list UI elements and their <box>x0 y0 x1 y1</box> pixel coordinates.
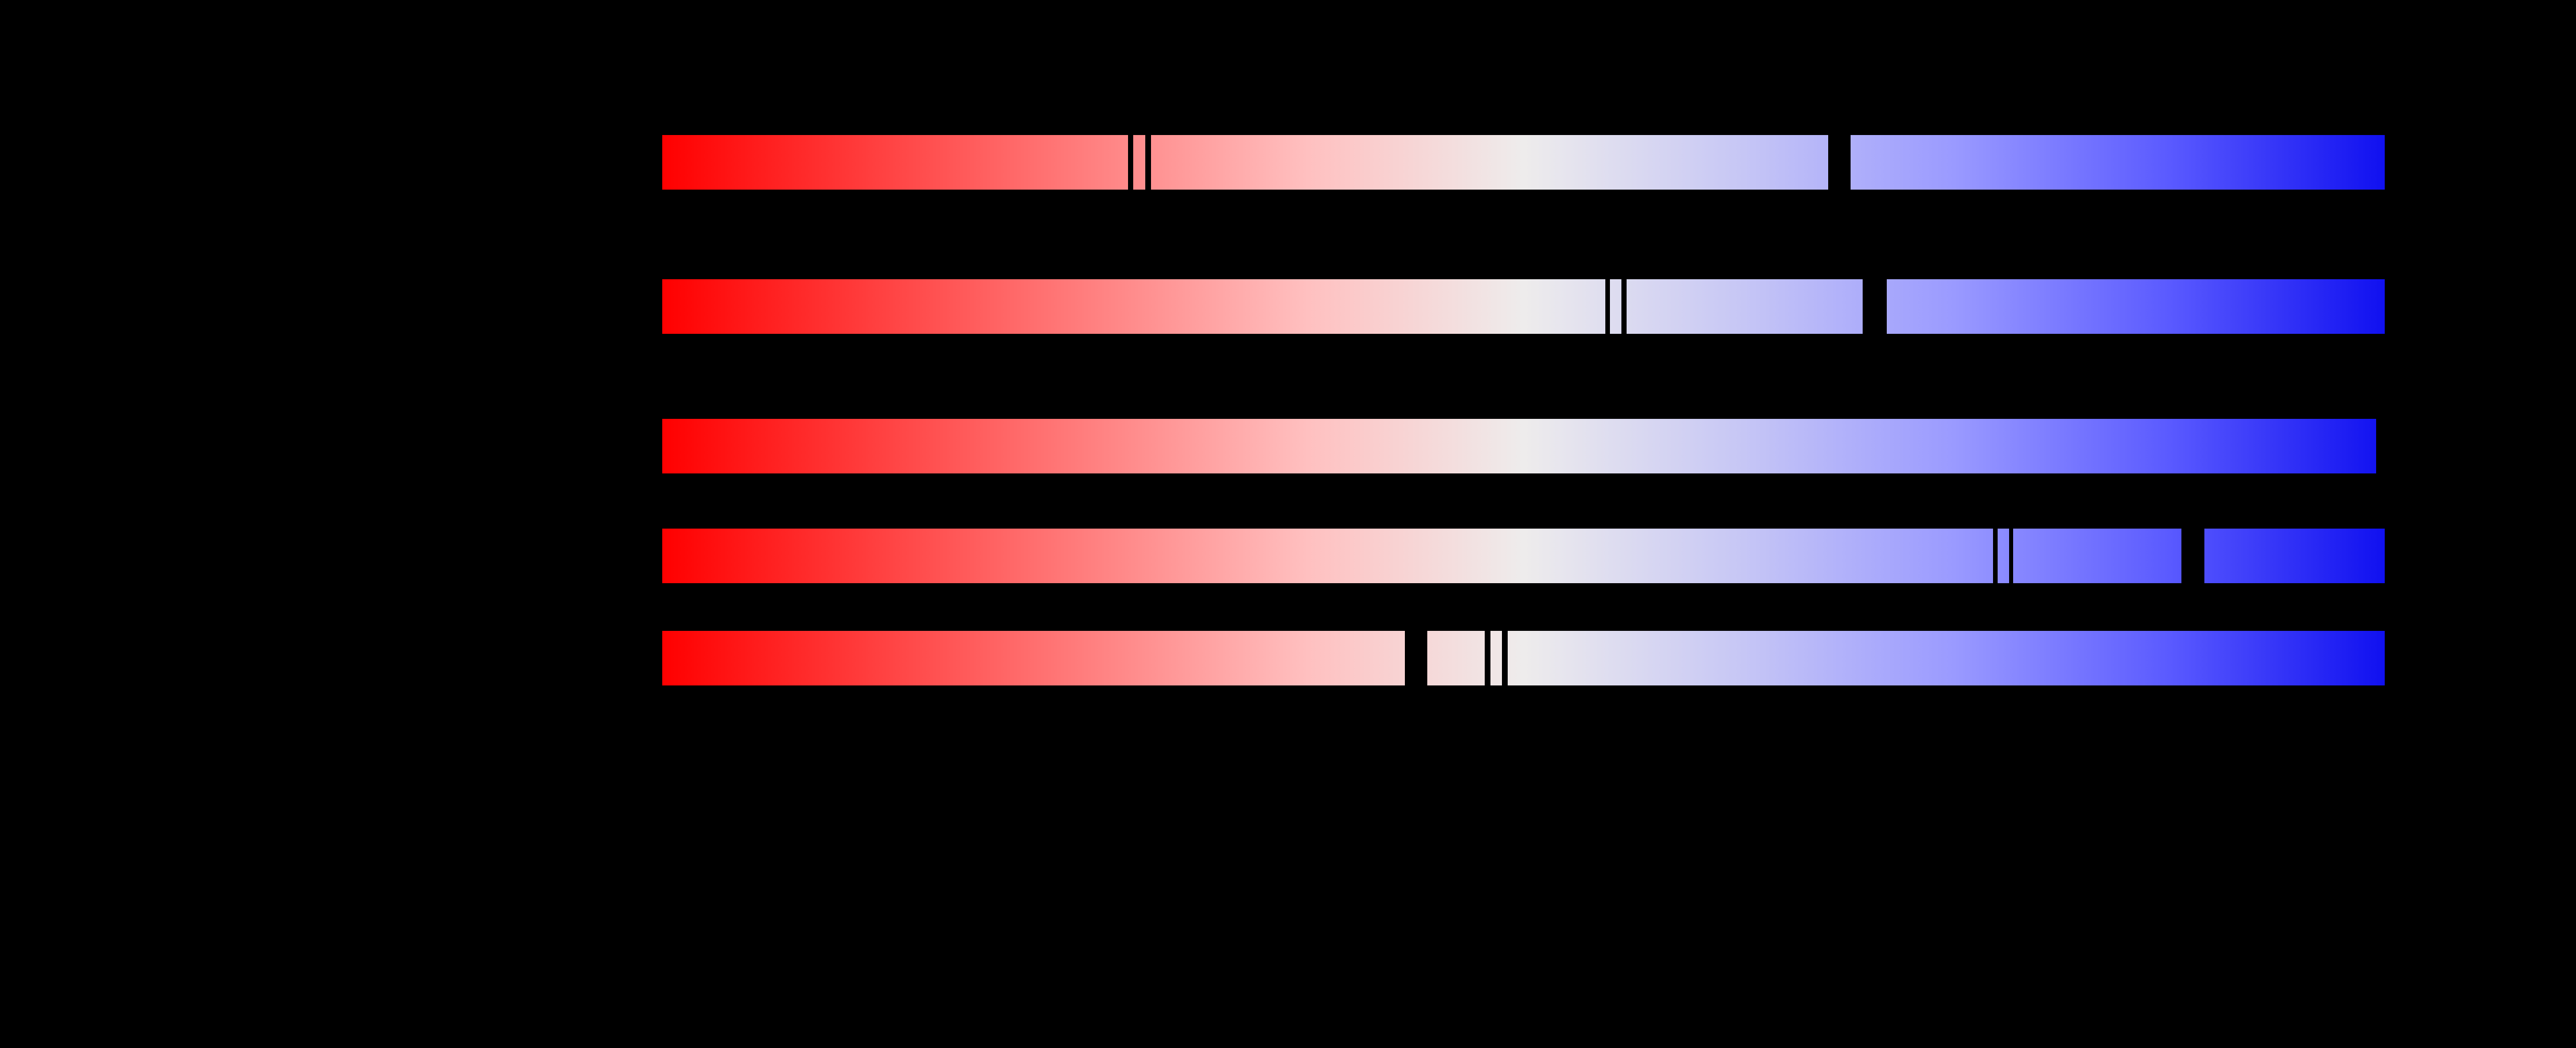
gradient-segment-r4-s4 <box>2204 529 2385 583</box>
gradient-segment-r1-s4 <box>1851 135 2385 190</box>
gradient-segment-r5-s2 <box>1427 631 1485 685</box>
gradient-segment-r1-s2 <box>1133 135 1145 190</box>
gradient-segment-r1-s3 <box>1151 135 1828 190</box>
gradient-bar-row-2 <box>662 279 2385 334</box>
gradient-segment-r2-s3 <box>1627 279 1863 334</box>
gradient-bar-row-5 <box>662 631 2385 685</box>
gradient-segment-r4-s1 <box>662 529 1993 583</box>
gradient-segment-r2-s2 <box>1610 279 1621 334</box>
gradient-segment-r5-s1 <box>662 631 1405 685</box>
gradient-segment-r2-s4 <box>1887 279 2385 334</box>
gradient-bar-row-4 <box>662 529 2385 583</box>
gradient-segment-r4-s2 <box>1998 529 2009 583</box>
gradient-segment-r1-s1 <box>662 135 1128 190</box>
gradient-bar-row-1 <box>662 135 2385 190</box>
gradient-segment-r2-s1 <box>662 279 1605 334</box>
gradient-segment-r5-s4 <box>1508 631 2385 685</box>
gradient-segment-r5-s3 <box>1490 631 1502 685</box>
gradient-segment-r4-s3 <box>2013 529 2181 583</box>
gradient-bar-row-3 <box>662 419 2376 473</box>
gradient-segment-r3-s1 <box>662 419 2376 473</box>
